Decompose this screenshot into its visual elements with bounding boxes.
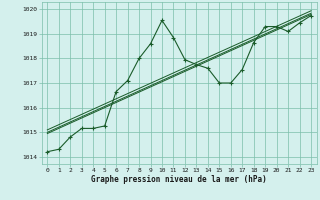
- X-axis label: Graphe pression niveau de la mer (hPa): Graphe pression niveau de la mer (hPa): [91, 175, 267, 184]
